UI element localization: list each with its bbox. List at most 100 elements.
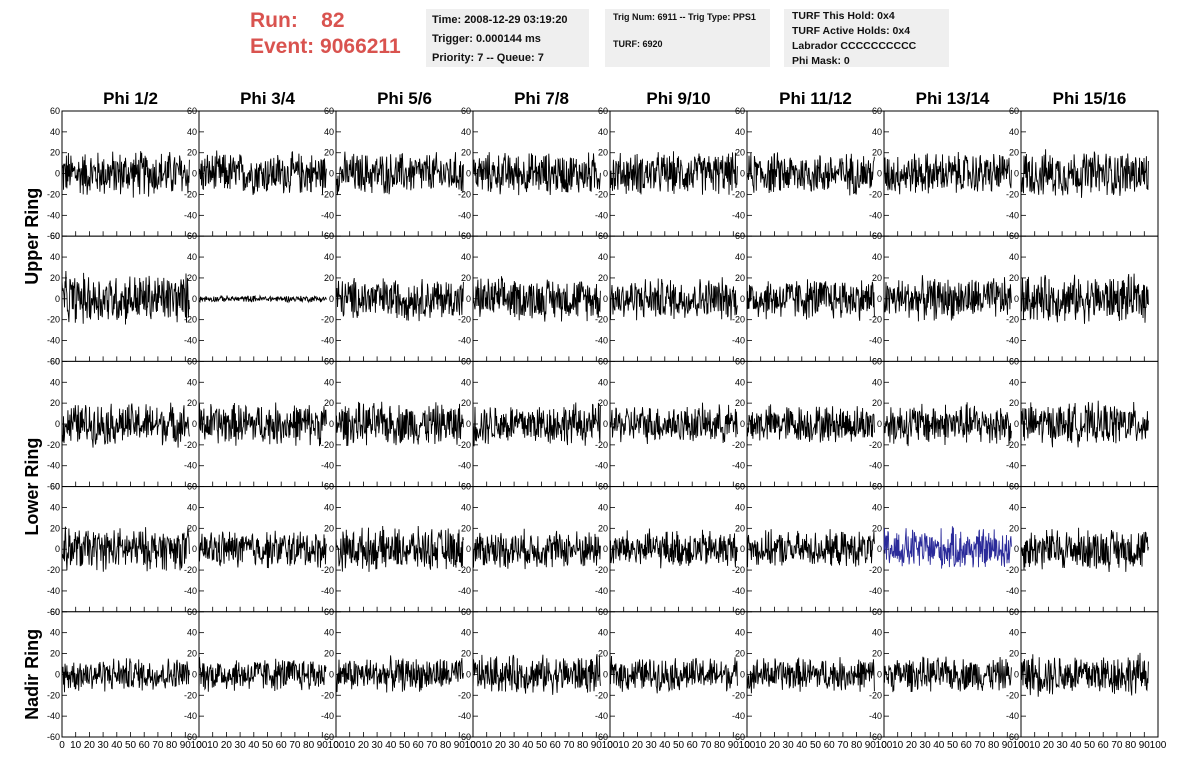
y-tick-label: -40 (47, 711, 60, 721)
x-tick-label: 40 (796, 740, 808, 751)
column-title: Phi 1/2 (103, 89, 158, 108)
y-tick-label: -20 (1006, 315, 1019, 325)
x-tick-label: 60 (1098, 740, 1110, 751)
y-tick-label: -60 (47, 482, 60, 492)
y-tick-label: 20 (598, 148, 608, 158)
y-tick-label: -40 (1006, 461, 1019, 471)
y-tick-label: -40 (1006, 586, 1019, 596)
y-tick-label: -40 (321, 711, 334, 721)
y-tick-label: -40 (732, 336, 745, 346)
x-tick-label: 10 (344, 740, 356, 751)
x-tick-label: 80 (303, 740, 315, 751)
y-tick-label: 0 (55, 669, 60, 679)
y-tick-label: 40 (461, 127, 471, 137)
turf-active-holds-text: TURF Active Holds: 0x4 (792, 25, 911, 37)
turf-this-hold-text: TURF This Hold: 0x4 (792, 10, 895, 22)
y-tick-label: 60 (872, 231, 882, 241)
y-tick-label: 40 (598, 377, 608, 387)
x-tick-label: 30 (235, 740, 247, 751)
y-tick-label: 60 (735, 607, 745, 617)
waveform-trace (1020, 273, 1149, 324)
panel-frame (335, 110, 474, 237)
turf-text: TURF: 6920 (613, 39, 663, 49)
time-text: Time: 2008-12-29 03:19:20 (432, 14, 568, 26)
x-tick-label: 80 (1125, 740, 1137, 751)
y-tick-label: 40 (735, 628, 745, 638)
x-tick-label: 10 (618, 740, 630, 751)
y-tick-label: -40 (47, 336, 60, 346)
waveform-trace (883, 275, 1012, 322)
x-tick-label: 60 (961, 740, 973, 751)
x-tick-label: 30 (646, 740, 658, 751)
y-tick-label: 40 (598, 127, 608, 137)
y-tick-label: 60 (50, 231, 60, 241)
y-tick-label: 20 (461, 273, 471, 283)
y-tick-label: -40 (458, 210, 471, 220)
y-tick-label: 0 (329, 419, 334, 429)
y-tick-label: 40 (735, 127, 745, 137)
column-title: Phi 3/4 (240, 89, 295, 108)
y-tick-label: -40 (458, 461, 471, 471)
x-tick-label: 50 (536, 740, 548, 751)
y-tick-label: 20 (461, 148, 471, 158)
y-tick-label: 20 (872, 273, 882, 283)
x-tick-label: 70 (700, 740, 712, 751)
y-tick-label: 40 (324, 377, 334, 387)
y-tick-label: 20 (735, 649, 745, 659)
y-tick-label: 20 (324, 273, 334, 283)
y-tick-label: 0 (55, 544, 60, 554)
waveform-trace (472, 654, 601, 695)
x-tick-label: 50 (399, 740, 411, 751)
y-tick-label: 0 (466, 419, 471, 429)
waveform-trace (746, 404, 875, 443)
y-tick-label: 60 (50, 482, 60, 492)
y-tick-label: 0 (192, 169, 197, 179)
waveform-trace (198, 657, 327, 692)
y-tick-label: 20 (598, 273, 608, 283)
x-tick-label: 20 (632, 740, 644, 751)
x-tick-label: 20 (84, 740, 96, 751)
y-tick-label: -20 (47, 440, 60, 450)
y-tick-label: -60 (1006, 732, 1019, 742)
y-tick-label: 20 (324, 523, 334, 533)
waveform-trace (198, 294, 327, 304)
y-tick-label: -40 (595, 586, 608, 596)
y-tick-label: 60 (461, 356, 471, 366)
y-tick-label: -40 (869, 711, 882, 721)
y-tick-label: -40 (1006, 711, 1019, 721)
y-tick-label: 40 (872, 127, 882, 137)
waveform-trace (198, 530, 327, 569)
x-tick-label: 70 (426, 740, 438, 751)
y-tick-label: 0 (329, 169, 334, 179)
y-tick-label: 20 (1009, 148, 1019, 158)
y-tick-label: 20 (735, 148, 745, 158)
y-tick-label: -20 (732, 565, 745, 575)
column-title: Phi 5/6 (377, 89, 432, 108)
y-tick-label: 40 (735, 502, 745, 512)
y-tick-label: 0 (55, 294, 60, 304)
y-tick-label: 0 (740, 544, 745, 554)
y-tick-label: 0 (192, 669, 197, 679)
y-tick-label: 40 (598, 502, 608, 512)
x-tick-label: 10 (1029, 740, 1041, 751)
y-tick-label: -40 (458, 336, 471, 346)
waveform-trace (1020, 400, 1149, 448)
y-tick-label: 0 (1014, 544, 1019, 554)
waveform-trace (883, 526, 1012, 569)
waveform-trace (609, 528, 738, 569)
y-tick-label: 40 (324, 628, 334, 638)
y-tick-label: 20 (187, 273, 197, 283)
y-tick-label: 20 (872, 398, 882, 408)
y-tick-label: -40 (869, 210, 882, 220)
y-tick-label: 20 (50, 148, 60, 158)
y-tick-label: 60 (1009, 607, 1019, 617)
x-tick-label: 0 (881, 740, 887, 751)
y-tick-label: 0 (740, 669, 745, 679)
y-tick-label: -40 (184, 711, 197, 721)
y-tick-label: -20 (595, 189, 608, 199)
y-tick-label: 40 (872, 628, 882, 638)
y-tick-label: 60 (324, 356, 334, 366)
priority-text: Priority: 7 -- Queue: 7 (432, 52, 544, 64)
x-tick-label: 20 (906, 740, 918, 751)
y-tick-label: -20 (732, 690, 745, 700)
